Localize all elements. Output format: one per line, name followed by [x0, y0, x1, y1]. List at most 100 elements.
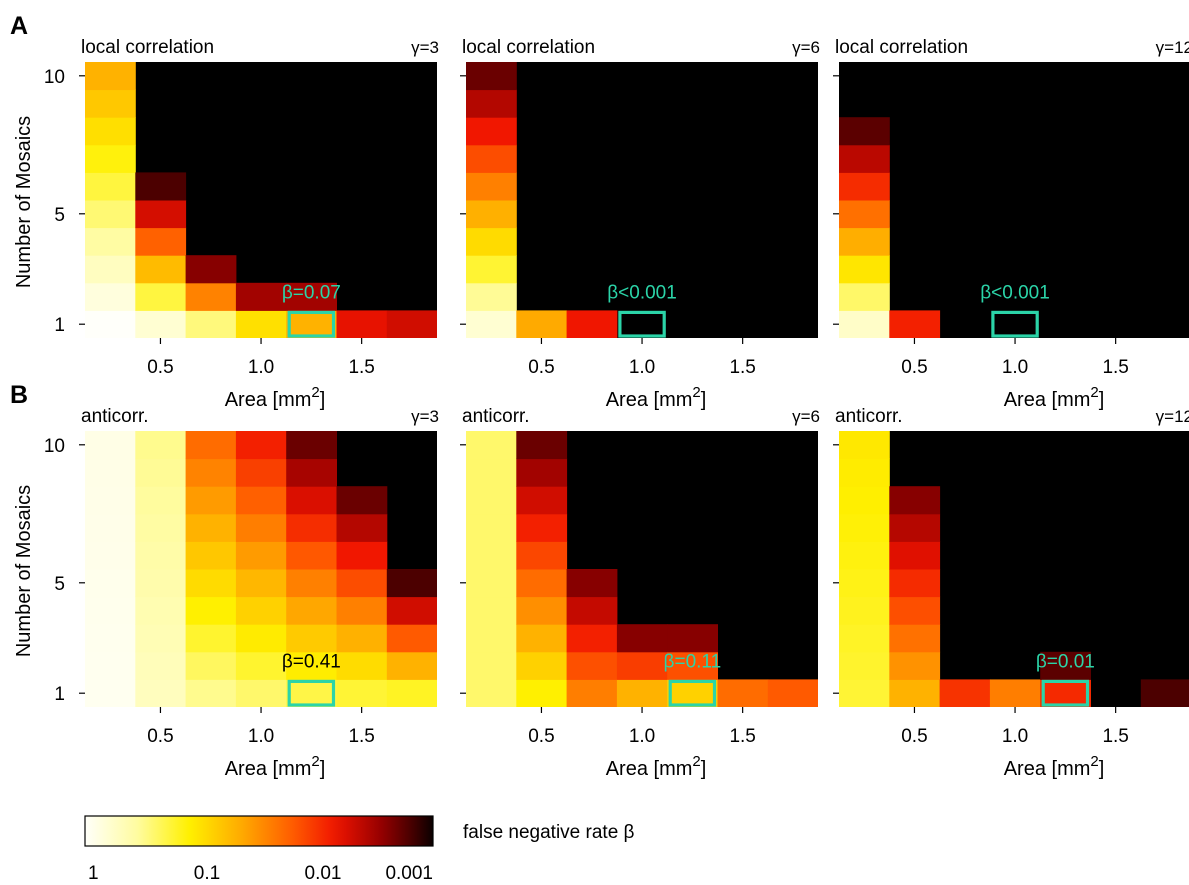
- x-tick-label: 0.5: [528, 357, 554, 378]
- x-axis-label: Area [mm2]: [606, 753, 707, 780]
- heatmap-cell: [336, 569, 388, 598]
- x-tick-label: 1.5: [1102, 726, 1128, 747]
- gamma-label: γ=6: [792, 407, 820, 426]
- heatmap-cell: [185, 282, 237, 311]
- x-tick-label: 1.0: [248, 726, 274, 747]
- heatmap-cell: [839, 117, 890, 146]
- heatmap-cell: [839, 227, 890, 256]
- heatmap-cell: [566, 679, 618, 707]
- heatmap-cell: [466, 117, 517, 146]
- heatmap-cell: [466, 596, 517, 625]
- heatmap-cell: [235, 679, 287, 707]
- heatmap-cell: [466, 513, 517, 542]
- beta-annotation: β=0.11: [664, 651, 722, 672]
- heatmap-cell: [667, 651, 718, 680]
- heatmap-cell: [135, 282, 187, 311]
- heatmap-cell: [135, 486, 187, 515]
- heatmap-cell: [889, 651, 941, 680]
- y-tick-label: 1: [54, 684, 65, 705]
- heatmap-cell: [889, 486, 941, 515]
- heatmap-cell: [717, 679, 769, 707]
- panel-title: local correlation: [835, 37, 968, 58]
- heatmap-background: [839, 62, 1189, 338]
- heatmap-cell: [85, 569, 136, 598]
- y-tick-label: 5: [54, 574, 65, 595]
- heatmap-cell: [616, 651, 668, 680]
- heatmap-cell: [185, 431, 237, 460]
- heatmap-cell: [767, 679, 818, 707]
- heatmap-cell: [466, 431, 517, 460]
- heatmap-cell: [185, 458, 237, 487]
- heatmap-cell: [286, 596, 337, 625]
- heatmap-cell: [516, 486, 568, 515]
- highlight-box: [991, 310, 1039, 338]
- heatmap-cell: [839, 310, 890, 338]
- x-tick-label: 1.5: [348, 357, 374, 378]
- heatmap-cell: [566, 569, 618, 598]
- x-tick-label: 1.0: [248, 357, 274, 378]
- heatmap-cell: [466, 458, 517, 487]
- heatmap-cell: [286, 310, 337, 338]
- heatmap-cell: [466, 89, 517, 118]
- y-tick-label: 1: [54, 315, 65, 336]
- heatmap-cell: [286, 282, 337, 311]
- heatmap-cell: [286, 513, 337, 542]
- heatmap-cell: [135, 227, 187, 256]
- heatmap-cell: [85, 144, 136, 173]
- heatmap-cell: [566, 624, 618, 653]
- heatmap-cell: [516, 458, 568, 487]
- x-axis-label: Area [mm2]: [225, 753, 326, 780]
- heatmap-cell: [889, 513, 941, 542]
- beta-annotation: β<0.001: [980, 282, 1050, 303]
- heatmap-cell: [466, 255, 517, 284]
- panel-title: anticorr.: [462, 406, 530, 427]
- heatmap-cell: [85, 486, 136, 515]
- panel-B-2: β=0.11 anticorr. γ=6 0.5 1.0 1.5 Area [mm2]: [460, 406, 820, 780]
- heatmap-cell: [135, 255, 187, 284]
- row-letter: B: [10, 381, 28, 409]
- panel-A-3: β<0.001 local correlation γ=12 0.5 1.0 1.5 Are…: [833, 37, 1189, 411]
- heatmap-cell: [386, 310, 437, 338]
- heatmap-cell: [466, 282, 517, 311]
- heatmap-cell: [336, 596, 388, 625]
- heatmap-cell: [466, 651, 517, 680]
- heatmap-cell: [235, 282, 287, 311]
- panel-title: anticorr.: [81, 406, 149, 427]
- beta-annotation: β=0.01: [1036, 651, 1095, 672]
- heatmap-cell: [135, 651, 187, 680]
- heatmap-cell: [85, 679, 136, 707]
- heatmap-cell: [839, 486, 890, 515]
- x-tick-label: 1.0: [1002, 357, 1028, 378]
- heatmap-cell: [516, 679, 568, 707]
- x-tick-label: 1.5: [1102, 357, 1128, 378]
- heatmap-cell: [839, 255, 890, 284]
- heatmap-cell: [1140, 679, 1189, 707]
- heatmap-cell: [135, 431, 187, 460]
- gamma-label: γ=3: [411, 407, 439, 426]
- heatmap-cell: [85, 172, 136, 201]
- heatmap-cell: [135, 200, 187, 229]
- heatmap-cell: [516, 310, 568, 338]
- heatmap-cell: [336, 651, 388, 680]
- heatmap-cell: [85, 310, 136, 338]
- heatmap-cell: [466, 569, 517, 598]
- heatmap-cell: [185, 513, 237, 542]
- heatmap-cell: [336, 679, 388, 707]
- heatmap-cell: [839, 541, 890, 570]
- colorbar-tick-label: 0.01: [305, 863, 342, 884]
- heatmap-cell: [839, 172, 890, 201]
- row-letter: A: [10, 12, 28, 40]
- heatmap-cell: [336, 624, 388, 653]
- heatmap-cell: [185, 310, 237, 338]
- heatmap-cell: [85, 89, 136, 118]
- heatmap-cell: [466, 624, 517, 653]
- panel-B-3: β=0.01 anticorr. γ=12 0.5 1.0 1.5 Area [mm2]: [833, 406, 1189, 780]
- heatmap-cell: [235, 458, 287, 487]
- heatmap-cell: [85, 513, 136, 542]
- heatmap-cell: [839, 431, 890, 460]
- heatmap-cell: [839, 144, 890, 173]
- heatmap-cell: [1040, 651, 1091, 680]
- heatmap-cell: [235, 624, 287, 653]
- heatmap-cell: [235, 541, 287, 570]
- heatmap-cell: [386, 679, 437, 707]
